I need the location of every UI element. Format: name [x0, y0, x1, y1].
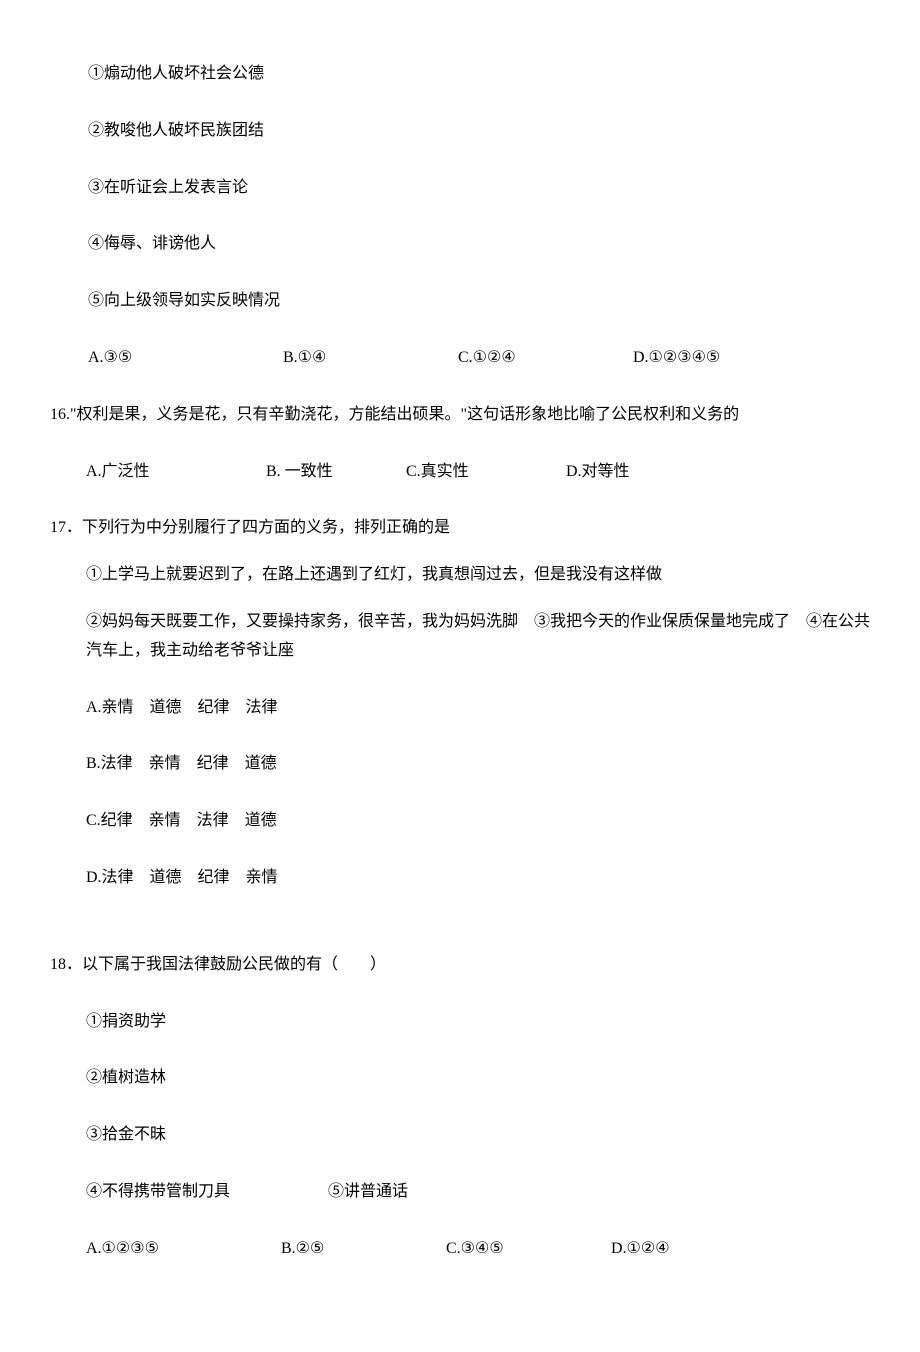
q18-item-4-5: ④不得携带管制刀具 ⑤讲普通话: [50, 1178, 870, 1207]
q15-item-5: ⑤向上级领导如实反映情况: [50, 287, 870, 316]
q18-item-2: ②植树造林: [50, 1064, 870, 1093]
q18-item-1: ①捐资助学: [50, 1008, 870, 1037]
q15-option-c: C.①②④: [458, 344, 633, 373]
q16-option-a: A.广泛性: [86, 458, 266, 487]
q16-stem: 16."权利是果，义务是花，只有辛勤浇花，方能结出硕果。"这句话形象地比喻了公民…: [50, 401, 870, 430]
q18-option-b: B.②⑤: [281, 1235, 446, 1264]
q15-option-b: B.①④: [283, 344, 458, 373]
q17-option-d: D.法律 道德 纪律 亲情: [50, 864, 870, 893]
q16-option-b: B. 一致性: [266, 458, 406, 487]
q15-options: A.③⑤ B.①④ C.①②④ D.①②③④⑤: [50, 344, 870, 373]
q15-option-d: D.①②③④⑤: [633, 344, 808, 373]
q18-item-3: ③拾金不昧: [50, 1121, 870, 1150]
q18-stem: 18．以下属于我国法律鼓励公民做的有（ ）: [50, 951, 870, 980]
q17-body-1: ①上学马上就要迟到了，在路上还遇到了红灯，我真想闯过去，但是我没有这样做: [50, 561, 870, 590]
q18-option-d: D.①②④: [611, 1235, 776, 1264]
q17-option-b: B.法律 亲情 纪律 道德: [50, 750, 870, 779]
q18-option-a: A.①②③⑤: [86, 1235, 281, 1264]
q15-item-1: ①煽动他人破坏社会公德: [50, 60, 870, 89]
q17-option-a: A.亲情 道德 纪律 法律: [50, 694, 870, 723]
q15-item-2: ②教唆他人破坏民族团结: [50, 117, 870, 146]
q15-option-a: A.③⑤: [88, 344, 283, 373]
q15-item-4: ④侮辱、诽谤他人: [50, 230, 870, 259]
q18-option-c: C.③④⑤: [446, 1235, 611, 1264]
q18-options: A.①②③⑤ B.②⑤ C.③④⑤ D.①②④: [50, 1235, 870, 1264]
q16-options: A.广泛性 B. 一致性 C.真实性 D.对等性: [50, 458, 870, 487]
q15-item-3: ③在听证会上发表言论: [50, 174, 870, 203]
q16-option-c: C.真实性: [406, 458, 566, 487]
q17-body-2: ②妈妈每天既要工作，又要操持家务，很辛苦，我为妈妈洗脚 ③我把今天的作业保质保量…: [50, 608, 870, 666]
q17-stem: 17．下列行为中分别履行了四方面的义务，排列正确的是: [50, 514, 870, 543]
q18-item-5: ⑤讲普通话: [328, 1183, 408, 1200]
q17-option-c: C.纪律 亲情 法律 道德: [50, 807, 870, 836]
q16-option-d: D.对等性: [566, 458, 706, 487]
q18-item-4: ④不得携带管制刀具: [86, 1183, 230, 1200]
